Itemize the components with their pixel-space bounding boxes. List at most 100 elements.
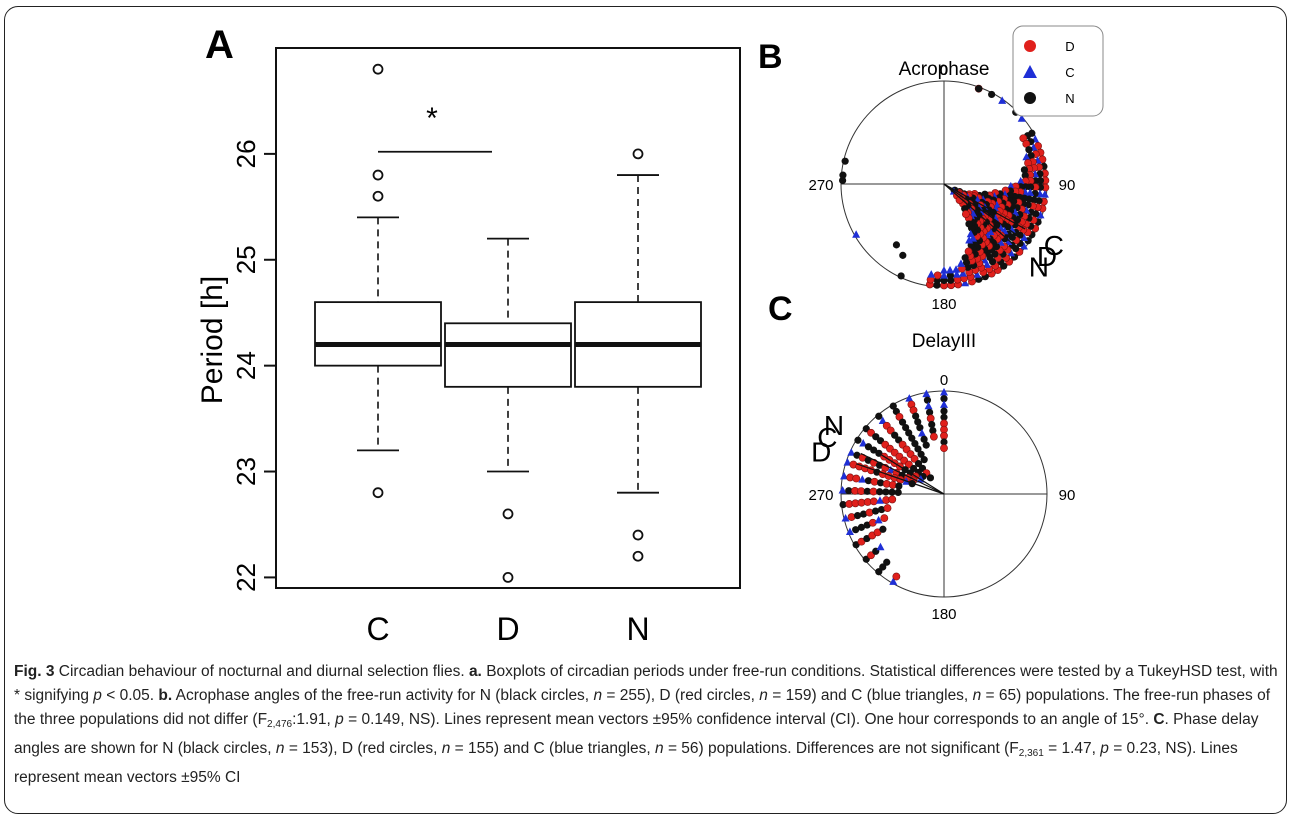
- point-N: [888, 488, 896, 496]
- outlier-point: [372, 169, 384, 181]
- point-N: [916, 424, 924, 432]
- y-axis-label: Period [h]: [196, 276, 229, 404]
- plot-frame: [275, 47, 741, 589]
- caption-a-text: Boxplots of circadian periods under free…: [14, 663, 1278, 704]
- legend-marker-N: [1024, 92, 1036, 104]
- point-N: [908, 434, 916, 442]
- point-C: [1017, 114, 1026, 122]
- caption-n-symbol: n: [441, 740, 451, 757]
- point-C: [1022, 152, 1031, 161]
- point-N: [914, 445, 922, 453]
- mean-vector-N: [943, 183, 1015, 246]
- point-C: [878, 416, 887, 425]
- caption-p-symbol: p: [93, 687, 102, 704]
- point-C: [1019, 241, 1028, 250]
- point-N: [863, 521, 871, 529]
- point-D: [852, 474, 861, 483]
- point-N: [940, 276, 948, 285]
- caption-a-text-end: < 0.05.: [106, 687, 155, 704]
- mean-vector-N: [865, 444, 945, 495]
- point-C: [845, 527, 854, 536]
- boxes: [314, 63, 702, 583]
- x-tick-label: N: [626, 611, 649, 647]
- point-C: [1006, 181, 1015, 190]
- point-C: [1011, 208, 1020, 216]
- point-N: [883, 558, 891, 566]
- point-C: [886, 465, 895, 474]
- point-C: [875, 496, 884, 504]
- figure-frame: [4, 6, 1287, 814]
- point-C: [927, 270, 936, 278]
- point-D: [964, 247, 973, 256]
- caption-c-label: C: [1153, 711, 1165, 728]
- point-N: [940, 438, 948, 446]
- point-N: [912, 412, 920, 420]
- point-C: [982, 260, 991, 268]
- point-C: [1036, 210, 1045, 219]
- significance-marker: *: [378, 102, 492, 153]
- point-N: [988, 90, 996, 99]
- point-N: [864, 477, 873, 485]
- point-N: [854, 436, 862, 444]
- point-D: [961, 210, 970, 218]
- point-C: [940, 271, 948, 279]
- point-C: [905, 394, 914, 402]
- point-N: [926, 408, 934, 416]
- point-C: [1020, 233, 1029, 241]
- point-D: [847, 513, 856, 521]
- caption-p-symbol: p: [1100, 740, 1109, 757]
- caption-c-text: . Phase delay angles are shown for N (bl…: [14, 711, 1259, 757]
- panel-b-title: Acrophase: [899, 59, 990, 80]
- point-D: [870, 477, 879, 486]
- point-C: [959, 269, 968, 277]
- caption-n-symbol: n: [275, 740, 285, 757]
- point-N: [940, 395, 948, 403]
- point-D: [892, 572, 901, 581]
- point-N: [841, 157, 849, 165]
- vector-label-C: C: [1044, 230, 1064, 261]
- point-N: [839, 501, 847, 509]
- point-N: [961, 254, 969, 262]
- point-N: [975, 85, 983, 93]
- point-D: [857, 487, 866, 496]
- mean-vectors: CDN: [943, 183, 1064, 282]
- point-C: [966, 229, 975, 238]
- point-C: [1016, 176, 1025, 185]
- caption-n-symbol: n: [972, 687, 982, 704]
- angle-label-180: 180: [931, 296, 956, 313]
- outlier-point: [372, 63, 384, 75]
- point-N: [859, 510, 868, 518]
- vector-label-N: N: [1029, 251, 1049, 282]
- caption-c-subscript: 2,361: [1018, 748, 1044, 759]
- caption-b-stat: :1.91,: [292, 711, 331, 728]
- outlier-point: [632, 529, 644, 541]
- caption-fig-label: Fig. 3: [14, 663, 55, 680]
- point-N: [1027, 152, 1035, 160]
- point-C: [843, 458, 852, 466]
- point-N: [839, 171, 847, 179]
- legend-label-C: C: [1065, 65, 1074, 80]
- point-C: [1007, 248, 1016, 257]
- point-C: [956, 259, 965, 267]
- point-N: [929, 427, 937, 435]
- panel-c-circular-plot: DelayIII 0 90 180 270 NCD: [808, 331, 1075, 623]
- caption-n-symbol: n: [655, 740, 664, 757]
- point-N: [926, 474, 935, 482]
- legend-marker-D: [1024, 40, 1036, 52]
- caption-c-text-end: = 0.23, NS). Lines represent mean vector…: [14, 740, 1238, 786]
- figure-caption: Fig. 3 Circadian behaviour of nocturnal …: [14, 660, 1279, 790]
- data-points: [839, 84, 1050, 290]
- angle-label-270: 270: [808, 487, 833, 504]
- point-D: [869, 487, 878, 496]
- point-N: [845, 487, 853, 495]
- point-C: [841, 514, 850, 522]
- point-C: [940, 266, 948, 274]
- point-C: [876, 542, 885, 551]
- point-C: [889, 577, 898, 585]
- mean-vectors: NCD: [811, 410, 945, 495]
- vector-label-N: N: [824, 410, 844, 441]
- caption-c-n3: = 56) populations. Differences are not s…: [667, 740, 1019, 757]
- vector-label-D: D: [1037, 241, 1057, 272]
- point-D: [865, 508, 874, 517]
